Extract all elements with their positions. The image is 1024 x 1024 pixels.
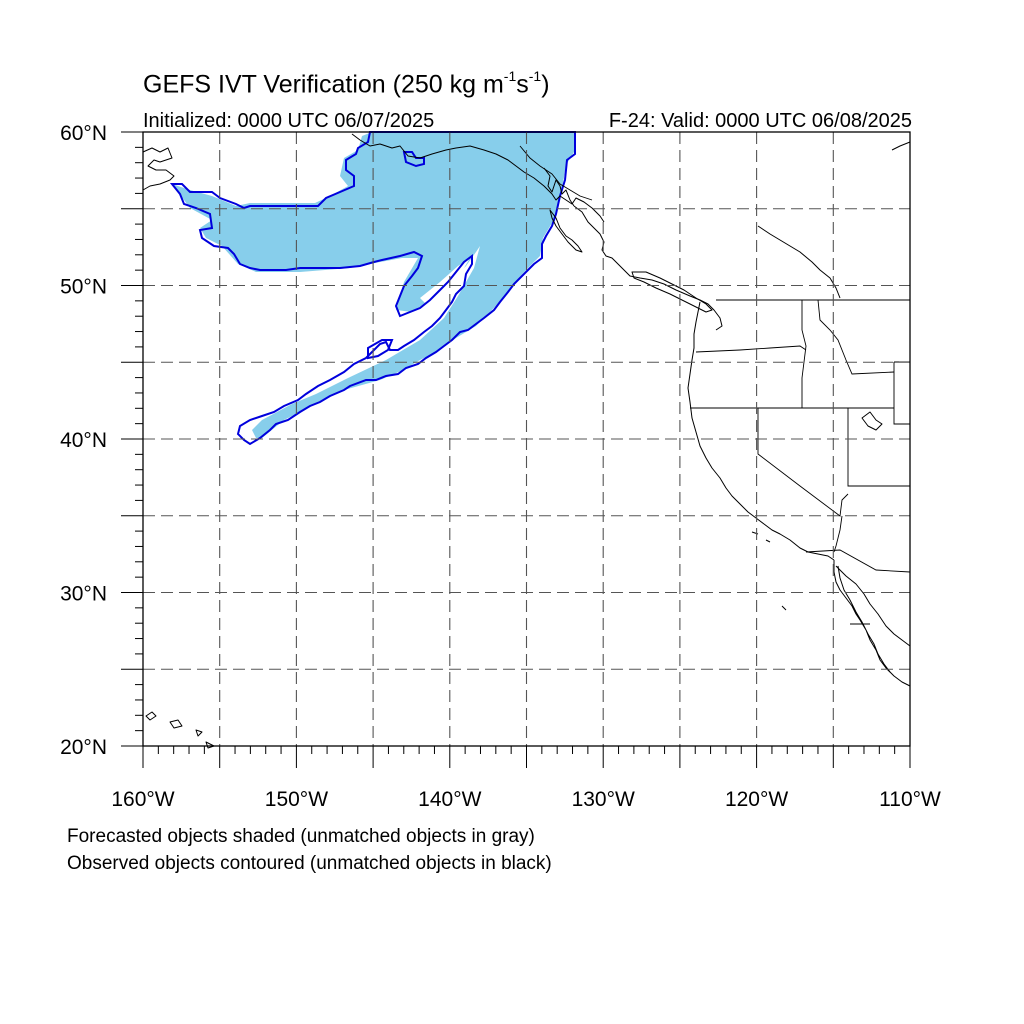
nevada-border xyxy=(757,408,849,517)
lat-axis-labels: 60°N 50°N 40°N 30°N 20°N xyxy=(60,122,107,759)
alaska-gulf-coastline xyxy=(351,133,605,223)
gulf-of-california-east xyxy=(835,565,911,647)
lon-tick-label: 160°W xyxy=(111,788,174,811)
lat-tick-label: 20°N xyxy=(60,736,107,759)
axis-ticks xyxy=(121,131,911,768)
vancouver-island xyxy=(631,271,713,313)
lat-tick-label: 40°N xyxy=(60,429,107,452)
montana-wyoming-border xyxy=(893,361,910,425)
lon-tick-label: 120°W xyxy=(725,788,788,811)
lat-tick-label: 50°N xyxy=(60,276,107,299)
bc-coastline xyxy=(573,205,723,331)
legend-observed-note: Observed objects contoured (unmatched ob… xyxy=(67,853,552,874)
initialized-label: Initialized: 0000 UTC 06/07/2025 xyxy=(143,110,435,132)
haida-gwaii xyxy=(549,209,583,253)
idaho-montana-border xyxy=(817,299,895,375)
lon-tick-label: 110°W xyxy=(879,788,941,811)
lon-tick-label: 130°W xyxy=(572,788,635,811)
us-mexico-border xyxy=(805,549,911,573)
valid-time-label: F-24: Valid: 0000 UTC 06/08/2025 xyxy=(608,110,912,132)
graticule xyxy=(143,132,910,746)
lon-axis-labels: 160°W 150°W 140°W 130°W 120°W 110°W xyxy=(111,788,941,811)
great-salt-lake xyxy=(861,411,883,431)
washington-oregon-border xyxy=(695,345,807,353)
legend-forecast-note: Forecasted objects shaded (unmatched obj… xyxy=(67,826,535,847)
observed-contour-outer xyxy=(169,131,576,446)
lon-tick-label: 150°W xyxy=(265,788,328,811)
baja-california xyxy=(833,560,891,673)
lon-tick-label: 140°W xyxy=(418,788,481,811)
lat-tick-label: 30°N xyxy=(60,583,107,606)
alaska-canada-border xyxy=(519,145,593,201)
figure-title: GEFS IVT Verification (250 kg m-1s-1) xyxy=(143,68,550,99)
california-arizona-border xyxy=(833,515,843,553)
us-west-coastline xyxy=(687,301,835,561)
utah-border xyxy=(847,408,910,487)
interior-lakes xyxy=(757,141,911,299)
idaho-border xyxy=(801,300,807,408)
observed-contour-inner xyxy=(402,151,425,168)
alaska-coastline xyxy=(142,147,175,191)
mexico-pacific-coast xyxy=(885,667,911,687)
panhandle-islands xyxy=(543,167,575,207)
lat-tick-label: 60°N xyxy=(60,122,107,145)
political-boundaries xyxy=(519,145,911,625)
observed-contour-small xyxy=(367,339,394,360)
observed-ivt-contours xyxy=(169,131,576,446)
hawaii-islands xyxy=(145,711,215,749)
